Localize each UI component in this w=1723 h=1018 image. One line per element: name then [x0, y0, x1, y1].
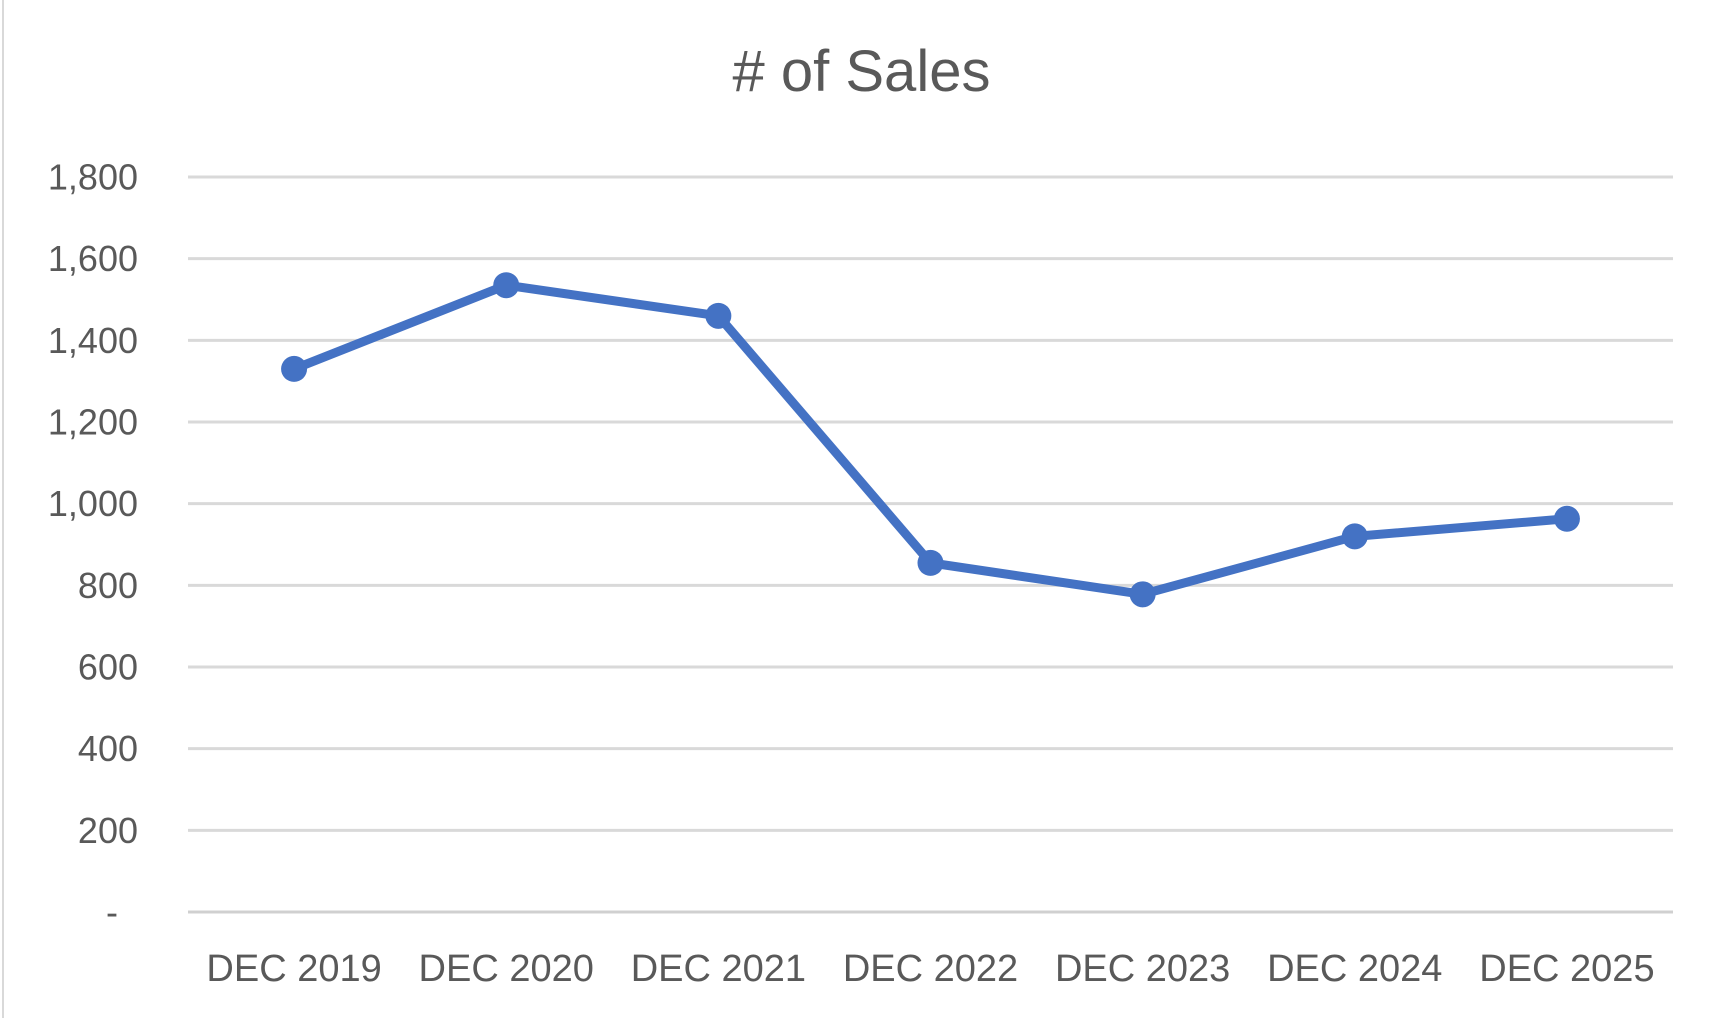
- y-tick-label: 1,400: [48, 320, 138, 361]
- y-tick-label: 200: [78, 810, 138, 851]
- x-tick-label: DEC 2024: [1267, 948, 1442, 990]
- x-tick-label: DEC 2022: [843, 948, 1018, 990]
- sales-line: [289, 280, 1572, 599]
- data-point-marker: [1341, 523, 1368, 550]
- data-point-marker: [705, 302, 732, 329]
- x-tick-label: DEC 2023: [1055, 948, 1230, 990]
- data-point-marker: [1129, 581, 1156, 608]
- data-point-marker: [1553, 505, 1580, 532]
- data-point-marker: [281, 355, 308, 382]
- y-tick-label: -: [106, 892, 118, 933]
- data-point-marker: [493, 272, 520, 299]
- y-tick-label: 1,200: [48, 402, 138, 443]
- y-tick-label: 1,600: [48, 238, 138, 279]
- y-tick-label: 600: [78, 647, 138, 688]
- y-tick-label: 1,000: [48, 483, 138, 524]
- left-border-line: [2, 0, 4, 1018]
- x-tick-label: DEC 2025: [1479, 948, 1654, 990]
- x-tick-label: DEC 2020: [419, 948, 594, 990]
- chart-title: # of Sales: [732, 39, 991, 104]
- x-tick-label: DEC 2021: [631, 948, 806, 990]
- y-tick-label: 400: [78, 728, 138, 769]
- y-tick-label: 1,800: [48, 157, 138, 198]
- data-point-marker: [917, 549, 944, 576]
- x-tick-label: DEC 2019: [206, 948, 381, 990]
- y-tick-label: 800: [78, 565, 138, 606]
